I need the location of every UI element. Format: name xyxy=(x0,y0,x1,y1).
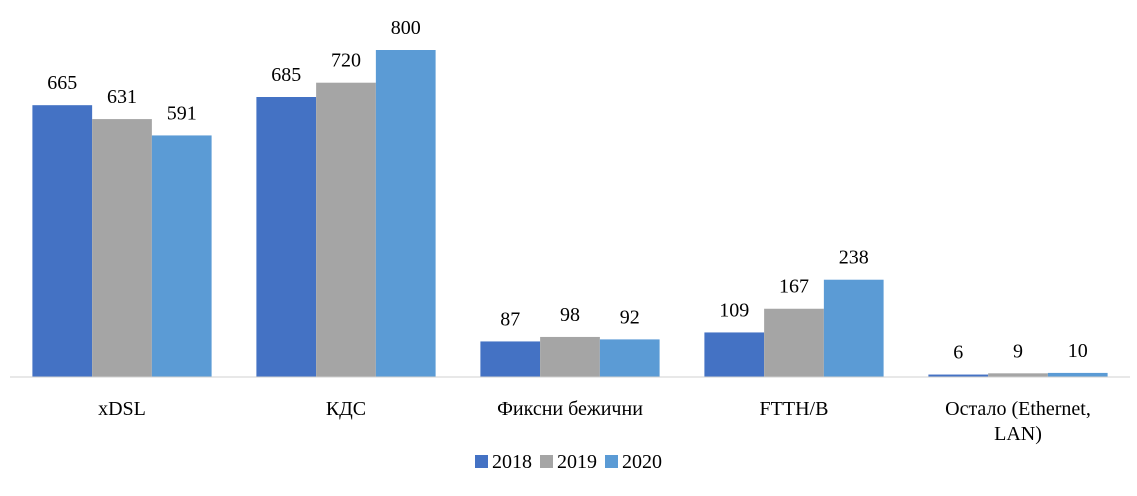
data-label: 6 xyxy=(953,342,963,364)
legend-label: 2018 xyxy=(492,451,532,473)
data-label: 10 xyxy=(1068,340,1088,362)
data-label: 800 xyxy=(391,17,421,39)
legend-label: 2020 xyxy=(622,451,662,473)
legend: 2018 2019 2020 xyxy=(0,451,1137,474)
legend-label: 2019 xyxy=(557,451,597,473)
data-label: 685 xyxy=(271,64,301,86)
legend-swatch xyxy=(475,455,488,468)
bar xyxy=(316,82,376,377)
x-tick-label: Фиксни бежични xyxy=(497,398,643,420)
legend-swatch xyxy=(540,455,553,468)
data-label: 591 xyxy=(167,102,197,124)
bar xyxy=(704,332,765,377)
bar xyxy=(599,339,660,377)
data-label: 87 xyxy=(500,308,520,330)
data-label: 109 xyxy=(719,299,749,321)
bar xyxy=(823,279,884,377)
bar xyxy=(256,97,317,377)
bar xyxy=(480,341,541,377)
data-label: 9 xyxy=(1013,340,1023,362)
bar xyxy=(540,336,600,377)
bar xyxy=(375,50,436,377)
data-label: 665 xyxy=(47,72,77,94)
x-tick-label: FTTH/B xyxy=(759,398,829,420)
data-label: 631 xyxy=(107,86,137,108)
bar xyxy=(151,135,212,377)
legend-item: 2018 xyxy=(475,451,532,474)
x-tick-label: Остало (Ethernet, LAN) xyxy=(945,398,1091,445)
x-tick-label: xDSL xyxy=(98,398,146,420)
data-label: 167 xyxy=(779,276,809,298)
legend-item: 2019 xyxy=(540,451,597,474)
bar xyxy=(928,374,989,377)
legend-swatch xyxy=(605,455,618,468)
legend-item: 2020 xyxy=(605,451,662,474)
data-label: 238 xyxy=(839,247,869,269)
bar xyxy=(1047,372,1108,377)
bar xyxy=(764,308,824,377)
bar xyxy=(92,119,152,378)
bar xyxy=(32,105,93,378)
bar xyxy=(988,373,1048,377)
data-label: 720 xyxy=(331,50,361,72)
data-label: 92 xyxy=(620,306,640,328)
data-label: 98 xyxy=(560,304,580,326)
x-tick-label: КДС xyxy=(325,398,367,420)
